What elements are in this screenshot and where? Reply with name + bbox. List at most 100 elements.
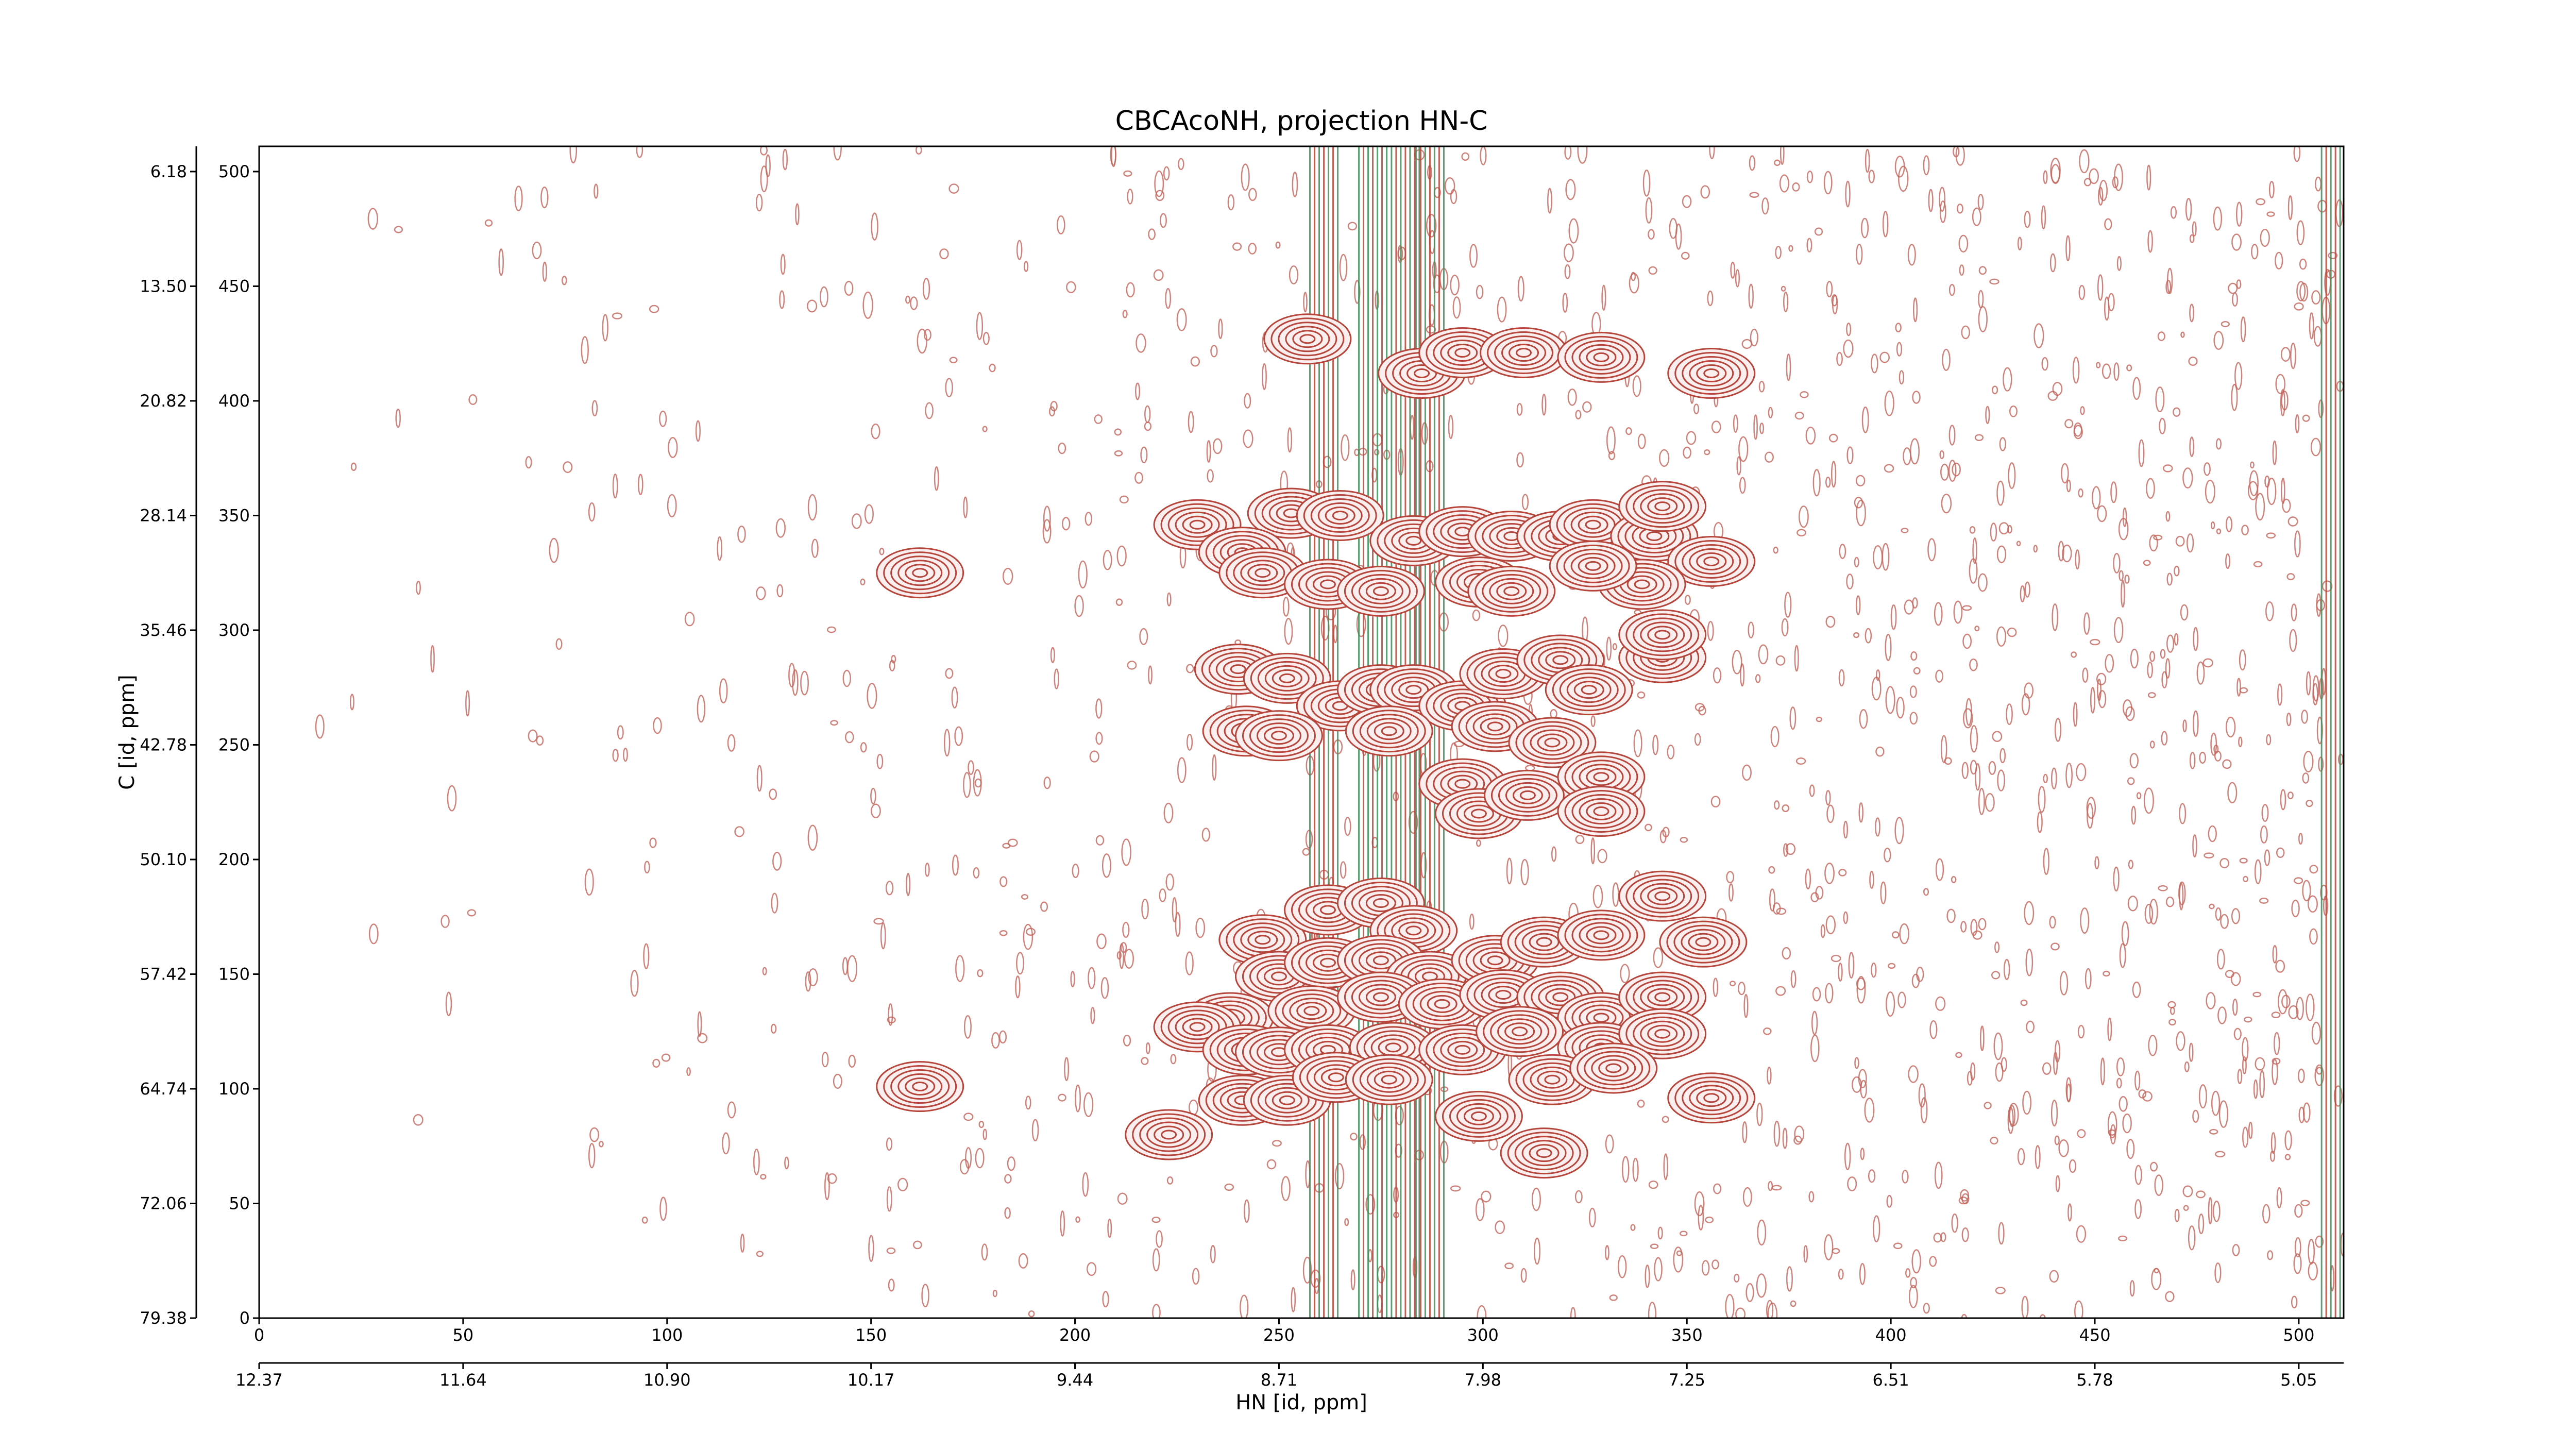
- noise-contour: [2126, 1139, 2135, 1159]
- noise-contour: [1582, 401, 1592, 413]
- peak-contour: [1487, 955, 1503, 966]
- peak-contour: [1257, 661, 1317, 696]
- noise-contour: [2058, 1139, 2069, 1157]
- peak-contour: [1696, 552, 1727, 570]
- noise-contour: [1083, 1092, 1094, 1117]
- noise-contour: [1776, 907, 1786, 915]
- noise-contour: [1023, 923, 1033, 950]
- noise-contour: [1575, 835, 1585, 844]
- noise-contour: [1701, 1260, 1710, 1276]
- noise-contour: [2067, 1203, 2072, 1222]
- noise-contour: [1759, 423, 1765, 434]
- noise-contour: [788, 663, 795, 688]
- peak-contour: [1234, 710, 1323, 762]
- noise-contour: [1116, 951, 1122, 960]
- noise-contour: [2100, 1057, 2105, 1086]
- noise-contour: [2233, 1027, 2242, 1040]
- noise-contour: [2098, 187, 2104, 206]
- noise-contour: [617, 725, 624, 740]
- noise-contour: [2112, 176, 2119, 189]
- peak-contour: [905, 564, 936, 582]
- noise-contour: [1846, 574, 1854, 589]
- noise-contour: [1810, 892, 1819, 902]
- peak: [1549, 540, 1637, 592]
- peak-contour: [1189, 1022, 1206, 1032]
- noise-contour: [2147, 230, 2153, 253]
- peak-contour: [1240, 560, 1285, 586]
- noise-contour: [2281, 995, 2291, 1008]
- noise-contour: [2134, 1199, 2142, 1219]
- noise-contour: [1939, 200, 1946, 223]
- noise-contour: [2077, 1129, 2086, 1138]
- noise-contour: [1135, 382, 1141, 400]
- noise-contour: [367, 208, 378, 230]
- noise-contour: [2148, 1034, 2158, 1056]
- noise-contour: [588, 502, 596, 522]
- noise-contour: [1497, 296, 1507, 323]
- noise-contour: [2221, 321, 2230, 327]
- noise-contour: [1377, 1294, 1383, 1313]
- noise-contour: [1825, 616, 1836, 628]
- noise-contour: [2041, 357, 2048, 371]
- noise-contour: [2096, 672, 2107, 685]
- noise-contour: [2160, 649, 2166, 659]
- noise-contour: [2154, 1268, 2159, 1274]
- noise-contour: [1141, 899, 1149, 920]
- peak-contour: [1605, 1063, 1622, 1073]
- noise-contour: [1645, 197, 1653, 224]
- noise-contour: [2026, 1020, 2035, 1034]
- peak-contour: [1598, 1059, 1629, 1077]
- peak-contour: [1696, 1089, 1727, 1107]
- noise-contour: [2248, 1121, 2253, 1139]
- noise-contour: [1134, 471, 1143, 484]
- noise-contour: [2196, 1190, 2206, 1199]
- peak-contour: [1365, 894, 1396, 913]
- noise-contour: [2204, 462, 2211, 476]
- noise-contour: [1970, 725, 1978, 753]
- noise-contour: [1054, 668, 1059, 689]
- noise-contour: [2239, 687, 2248, 694]
- peak-contour: [1279, 673, 1295, 683]
- noise-contour: [2080, 907, 2090, 934]
- peak-contour: [1618, 870, 1707, 922]
- noise-contour: [1648, 266, 1657, 275]
- noise-contour: [2127, 777, 2135, 785]
- noise-contour: [2129, 753, 2139, 769]
- noise-contour: [1653, 947, 1664, 968]
- noise-contour: [1824, 1234, 1834, 1260]
- noise-contour: [2124, 575, 2130, 584]
- noise-contour: [1648, 1302, 1657, 1318]
- noise-contour: [1884, 464, 1894, 473]
- noise-contour: [1444, 177, 1455, 195]
- noise-contour: [779, 290, 785, 309]
- peak-contour: [1544, 737, 1561, 748]
- noise-contour: [1605, 1245, 1609, 1260]
- noise-contour: [1127, 661, 1137, 670]
- noise-contour: [2003, 958, 2010, 980]
- noise-contour: [2218, 1100, 2229, 1128]
- noise-contour: [1741, 339, 1752, 349]
- noise-contour: [2113, 553, 2121, 574]
- noise-contour: [2243, 875, 2248, 883]
- noise-contour: [2162, 464, 2173, 473]
- noise-contour: [2104, 218, 2112, 230]
- noise-contour: [2311, 290, 2321, 305]
- noise-contour: [2193, 627, 2199, 651]
- noise-contour: [1913, 297, 1918, 323]
- noise-contour: [1713, 1183, 1722, 1194]
- peak-contour: [1564, 790, 1638, 833]
- peak-contour: [1625, 613, 1700, 656]
- noise-contour: [1956, 204, 1963, 214]
- noise-contour: [2204, 852, 2214, 858]
- noise-contour: [719, 678, 728, 704]
- peak-contour: [1504, 1022, 1535, 1041]
- noise-contour: [612, 749, 619, 762]
- noise-contour: [1995, 1287, 2006, 1294]
- noise-contour: [770, 1023, 777, 1034]
- peak-contour: [1566, 677, 1612, 703]
- noise-contour: [1969, 526, 1976, 534]
- noise-contour: [1739, 477, 1746, 494]
- noise-contour: [1707, 290, 1714, 307]
- noise-contour: [1994, 941, 2000, 953]
- noise-contour: [2007, 627, 2017, 637]
